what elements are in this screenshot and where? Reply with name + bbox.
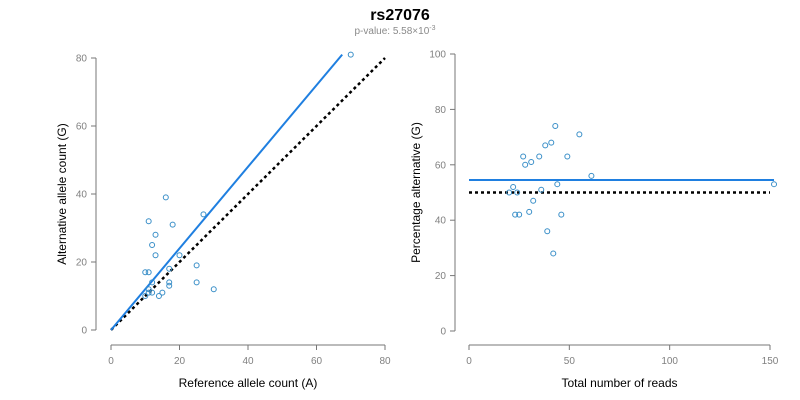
chart-1-x-tick-label-2: 100	[661, 356, 678, 367]
chart-1-x-tick-label-0: 0	[466, 356, 472, 367]
chart-1-point-9	[588, 172, 595, 179]
chart-1-point-16	[530, 197, 537, 204]
chart-1-point-8	[522, 161, 529, 168]
chart-1-point-1	[576, 131, 583, 138]
chart-0-point-3	[145, 218, 152, 225]
chart-0-point-11	[166, 265, 173, 272]
chart-0-point-23	[145, 289, 152, 296]
right-scatter-panel: 0 50 100 150 0 20 40 60 80 100 Total number of rea…	[409, 50, 779, 391]
chart-0-y-tick-label-0: 0	[81, 326, 87, 337]
chart-1-y-axis-label: Percentage alternative (G)	[409, 122, 423, 263]
chart-1-point-20	[512, 211, 519, 218]
chart-subtitle: p-value: 5.58×10-3	[354, 25, 435, 37]
chart-1-point-2	[542, 142, 549, 149]
chart-1-x-tick-label-3: 150	[762, 356, 779, 367]
chart-0-point-7	[152, 252, 159, 259]
chart-1-point-13	[538, 186, 545, 193]
chart-0-point-2	[200, 211, 207, 218]
chart-1-point-5	[536, 153, 543, 160]
pvalue-text: p-value: 5.58×10	[354, 26, 429, 37]
chart-0-point-5	[152, 231, 159, 238]
chart-0-point-21	[142, 293, 149, 299]
chart-0-point-6	[149, 242, 156, 248]
pvalue-exponent: -3	[429, 25, 435, 32]
chart-0-x-tick-label-0: 0	[108, 356, 114, 367]
chart-1-point-21	[544, 228, 551, 235]
chart-0-point-4	[169, 221, 176, 228]
chart-0-y-tick-label-4: 80	[76, 54, 88, 65]
chart-0-point-8	[176, 252, 183, 259]
chart-0-x-tick-label-4: 80	[379, 356, 391, 367]
chart-0-point-22	[155, 293, 162, 299]
chart-0-y-tick-label-2: 40	[76, 190, 88, 201]
chart-1-point-6	[564, 153, 571, 160]
chart-0-y-tick-label-1: 20	[76, 258, 88, 269]
chart-1-point-12	[510, 183, 517, 190]
chart-0-x-tick-label-1: 20	[174, 356, 186, 367]
chart-1-point-17	[526, 208, 533, 215]
chart-0-point-12	[193, 262, 200, 269]
chart-0-point-18	[159, 289, 166, 296]
chart-1-y-tick-label-3: 60	[435, 160, 447, 171]
left-scatter-panel: 0 20 40 60 80 0 20 40 60 80 Reference allele count…	[55, 51, 391, 390]
chart-1-y-tick-label-5: 100	[429, 50, 446, 61]
chart-1-point-18	[558, 211, 565, 218]
chart-0-y-tick-label-3: 60	[76, 122, 88, 133]
chart-0-y-axis-label: Alternative allele count (G)	[55, 123, 69, 264]
chart-title: rs27076	[370, 7, 430, 24]
chart-0-x-tick-label-3: 60	[311, 356, 323, 367]
chart-1-point-14	[506, 189, 513, 196]
chart-1-point-0	[552, 123, 559, 130]
chart-1-x-tick-label-1: 50	[564, 356, 576, 367]
chart-1-y-tick-label-2: 40	[435, 216, 447, 227]
chart-1-point-15	[514, 189, 521, 196]
chart-0-point-14	[166, 279, 173, 286]
chart-1-y-tick-label-4: 80	[435, 105, 447, 116]
chart-0-point-9	[142, 269, 149, 276]
chart-0-point-1	[162, 194, 169, 201]
chart-0-x-axis-label: Reference allele count (A)	[179, 376, 318, 390]
chart-0-point-0	[347, 51, 354, 58]
chart-0-reference-line	[110, 57, 386, 331]
chart-1-point-7	[528, 159, 535, 166]
chart-0-point-16	[166, 282, 173, 289]
chart-0-point-20	[210, 286, 217, 293]
chart-1-point-3	[548, 139, 555, 146]
chart-0-point-19	[149, 289, 156, 296]
chart-1-point-10	[554, 181, 561, 188]
chart-0-point-17	[145, 286, 152, 293]
chart-1-point-22	[550, 250, 557, 257]
chart-0-point-10	[145, 269, 152, 276]
chart-1-y-tick-label-0: 0	[440, 327, 446, 338]
chart-1-y-tick-label-1: 20	[435, 271, 447, 282]
chart-0-x-tick-label-2: 40	[242, 356, 254, 367]
chart-0-point-13	[149, 279, 156, 286]
chart-1-point-4	[520, 153, 527, 160]
chart-0-fit-line	[110, 53, 343, 331]
chart-1-x-axis-label: Total number of reads	[561, 376, 677, 390]
chart-1-point-19	[516, 211, 523, 218]
chart-0-point-15	[193, 279, 200, 286]
chart-1-point-11	[771, 181, 778, 188]
